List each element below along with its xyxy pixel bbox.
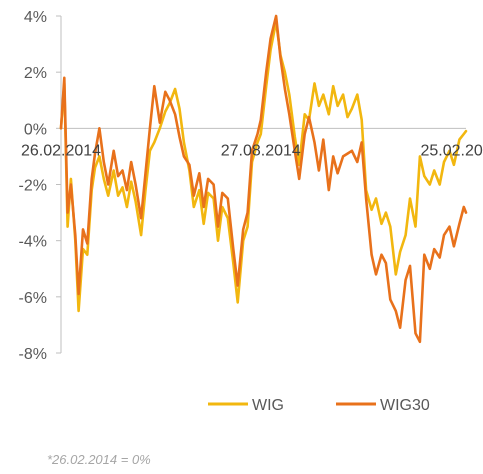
y-tick-label: -2%	[19, 178, 47, 195]
series-line-wig30	[59, 14, 468, 344]
x-tick-label: 25.02.2015	[420, 142, 483, 159]
y-tick-label: 4%	[24, 9, 47, 26]
y-tick-label: -6%	[19, 290, 47, 307]
x-tick-labels: 26.02.2014 27.08.2014 25.02.2015	[21, 142, 483, 159]
series-line-wig	[59, 20, 468, 313]
footnote: *26.02.2014 = 0%	[47, 452, 151, 467]
y-tick-label: -4%	[19, 234, 47, 251]
x-tick-label: 27.08.2014	[221, 142, 301, 159]
legend-label-wig: WIG	[252, 397, 284, 414]
y-tick-label: 2%	[24, 65, 47, 82]
y-tick-label: 0%	[24, 121, 47, 138]
legend: WIG WIG30	[208, 397, 430, 414]
y-tick-labels: 4% 2% 0% -2% -4% -6% -8%	[19, 9, 61, 363]
series-lines	[59, 14, 468, 344]
x-tick-label: 26.02.2014	[21, 142, 101, 159]
y-tick-label: -8%	[19, 346, 47, 363]
legend-label-wig30: WIG30	[380, 397, 430, 414]
